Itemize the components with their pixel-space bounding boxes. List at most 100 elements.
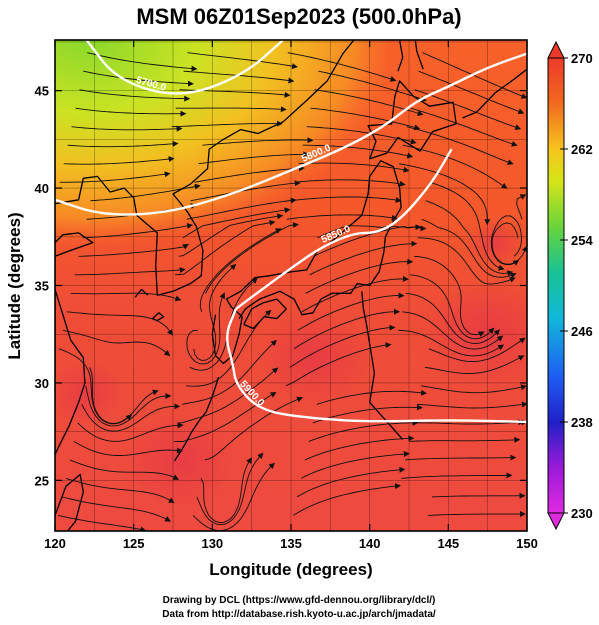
streamline xyxy=(413,419,525,426)
streamline xyxy=(424,355,525,374)
x-axis-ticks: 120 125 130 135 140 145 150 xyxy=(44,40,538,551)
streamline xyxy=(405,454,517,461)
streamline xyxy=(75,107,187,117)
coast-sakhalin-east xyxy=(414,40,424,70)
streamline xyxy=(417,237,516,285)
streamline xyxy=(194,165,305,183)
streamline xyxy=(409,274,495,340)
colorbar-tick-label: 254 xyxy=(571,233,593,248)
streamline xyxy=(308,419,419,442)
streamline xyxy=(73,441,183,456)
streamline xyxy=(67,140,179,148)
streamline xyxy=(421,218,517,279)
contour-5850.0 xyxy=(235,148,453,310)
streamline xyxy=(294,179,406,187)
x-tick-label: 145 xyxy=(437,536,459,551)
streamline xyxy=(205,222,299,294)
warm-region-0 xyxy=(124,413,238,509)
streamline xyxy=(78,243,189,257)
streamline xyxy=(318,70,427,102)
streamline xyxy=(287,52,397,82)
streamline xyxy=(58,514,147,531)
streamline xyxy=(59,171,171,183)
streamline xyxy=(410,107,518,147)
credit-drawing: Drawing by DCL (https://www.gfd-dennou.o… xyxy=(163,595,436,606)
streamline xyxy=(70,292,182,302)
streamline xyxy=(418,70,525,115)
streamline xyxy=(192,462,275,531)
contour-5800.0 xyxy=(55,52,527,216)
streamline xyxy=(174,391,277,442)
streamline xyxy=(285,342,392,387)
streamline xyxy=(175,106,287,113)
streamline xyxy=(302,144,414,159)
colorbar-tick-label: 246 xyxy=(571,324,593,339)
streamline xyxy=(85,385,172,427)
streamline xyxy=(297,292,405,331)
streamline xyxy=(171,120,283,128)
streamline xyxy=(304,435,415,461)
streamline xyxy=(398,329,505,357)
streamline xyxy=(200,457,252,523)
streamline xyxy=(204,396,303,461)
x-tick-label: 135 xyxy=(280,536,302,551)
streamline xyxy=(420,384,527,394)
streamline xyxy=(316,389,427,405)
streamline xyxy=(422,52,527,99)
coast-china xyxy=(55,289,86,456)
streamline xyxy=(309,240,418,276)
coast-kyushu-honshu xyxy=(211,160,402,365)
streamline xyxy=(90,183,201,202)
streamline xyxy=(82,222,194,239)
streamline xyxy=(177,367,279,424)
y-tick-label: 45 xyxy=(35,84,49,99)
streamline xyxy=(77,422,184,442)
streamline xyxy=(193,263,237,361)
streamline xyxy=(402,311,504,350)
streamline xyxy=(178,213,284,257)
streamline xyxy=(58,348,132,425)
x-tick-label: 120 xyxy=(44,536,66,551)
y-tick-label: 25 xyxy=(35,473,49,488)
x-tick-label: 140 xyxy=(359,536,381,551)
streamline xyxy=(63,156,175,165)
colorbar-tick-label: 262 xyxy=(571,142,593,157)
streamline xyxy=(190,180,301,202)
x-axis-label: Longitude (degrees) xyxy=(209,560,372,579)
contour-5700.0 xyxy=(85,40,284,95)
colorbar-tick-label: 270 xyxy=(571,51,593,66)
streamline xyxy=(71,125,183,132)
streamline xyxy=(401,472,513,479)
streamline xyxy=(406,126,514,165)
streamline xyxy=(300,451,410,479)
colorbar-bottom-arrow xyxy=(547,512,565,531)
streamline xyxy=(199,228,282,312)
streamline xyxy=(414,89,522,130)
colorbar-tick-label: 238 xyxy=(571,415,593,430)
streamline xyxy=(174,219,276,276)
y-tick-label: 40 xyxy=(35,181,49,196)
x-tick-label: 125 xyxy=(123,536,145,551)
streamline xyxy=(409,436,521,443)
map-title: MSM 06Z01Sep2023 (500.0hPa) xyxy=(136,4,461,29)
streamline xyxy=(306,126,417,145)
coast-mainland xyxy=(55,40,355,296)
streamline xyxy=(81,403,181,432)
colorbar-bar xyxy=(547,57,565,514)
warm-region-1 xyxy=(257,310,372,405)
colorbar: 270 262 254 246 238 230 xyxy=(547,40,593,531)
streamline xyxy=(298,162,410,173)
colorbar-top-arrow xyxy=(547,40,565,59)
x-tick-label: 150 xyxy=(516,536,538,551)
streamline xyxy=(74,267,186,276)
cold-region xyxy=(55,40,385,260)
streamline xyxy=(89,367,159,424)
streamline xyxy=(186,292,225,365)
x-tick-label: 130 xyxy=(201,536,223,551)
streamline xyxy=(310,107,421,131)
streamline xyxy=(87,52,198,72)
streamline xyxy=(317,225,427,239)
streamlines xyxy=(58,52,527,531)
grid-lines xyxy=(55,40,527,531)
